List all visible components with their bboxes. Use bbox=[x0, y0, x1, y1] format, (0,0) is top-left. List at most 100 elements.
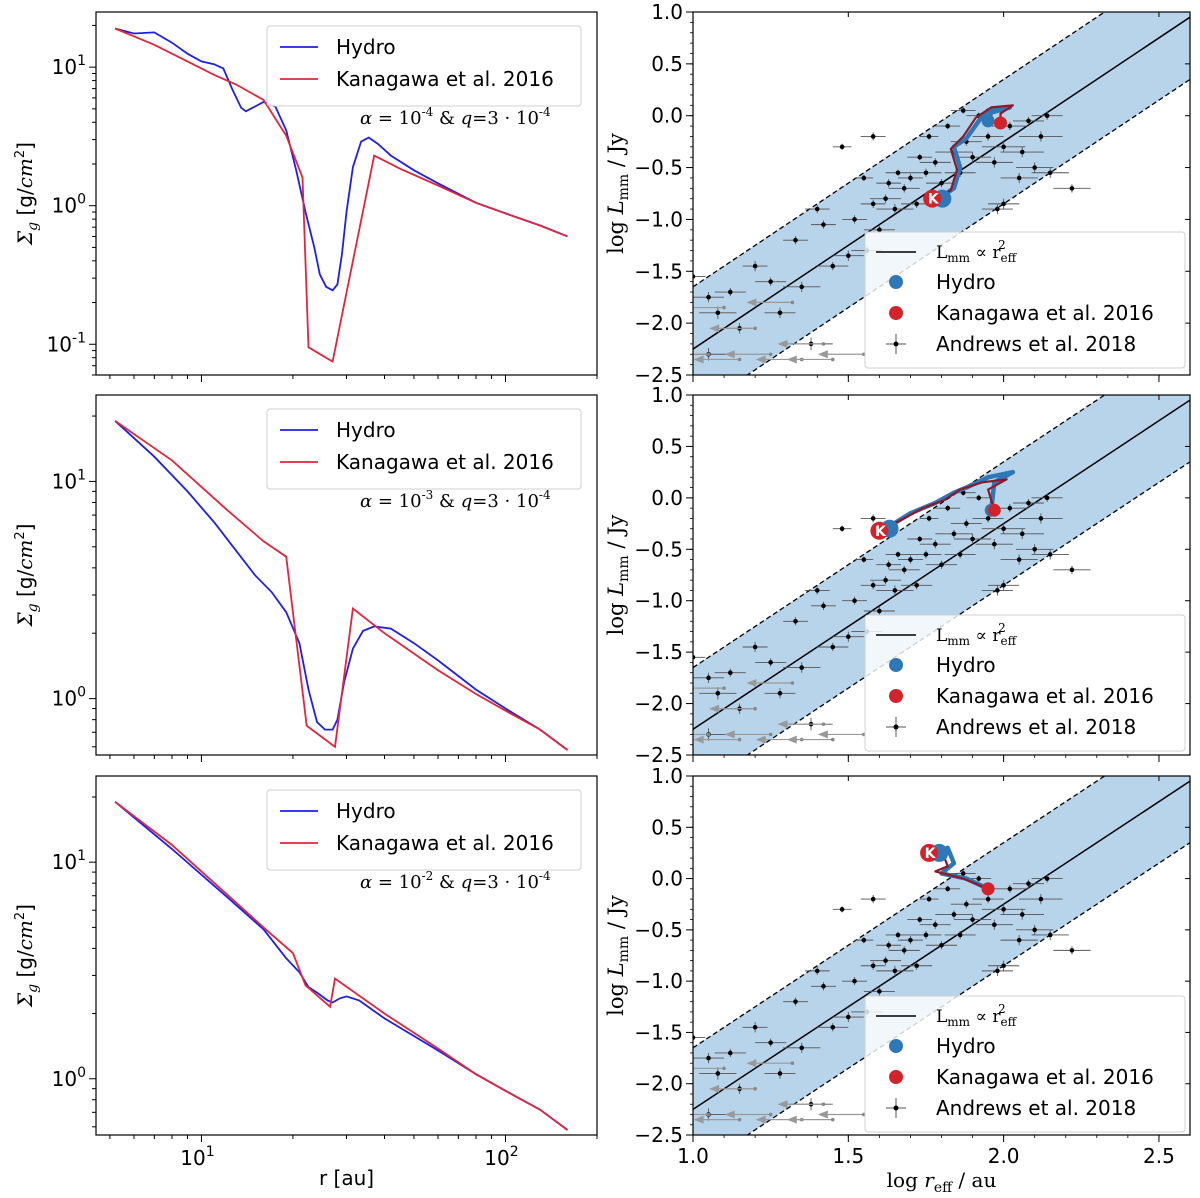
legend-relation-part: mm bbox=[947, 1015, 970, 1029]
hydro-line bbox=[114, 420, 569, 751]
y-tick-label: −2.0 bbox=[634, 692, 683, 716]
y-label-part: cm bbox=[13, 920, 37, 950]
obs-point bbox=[932, 541, 938, 547]
obs-point bbox=[895, 170, 901, 176]
y-label-part: ] bbox=[13, 524, 37, 532]
y-tick-label-exp: 0 bbox=[77, 685, 86, 701]
obs-point bbox=[985, 896, 991, 902]
obs-point bbox=[914, 963, 919, 969]
obs-point bbox=[1026, 118, 1031, 124]
x-axis-label: r [au] bbox=[319, 1166, 374, 1190]
start-marker-label: K bbox=[875, 524, 887, 540]
obs-point bbox=[715, 690, 721, 696]
y-label-part: L bbox=[604, 200, 628, 215]
upper-limit-point bbox=[706, 352, 711, 357]
annotation-part: α bbox=[360, 491, 372, 512]
obs-point bbox=[957, 552, 963, 557]
obs-point bbox=[985, 134, 991, 139]
upper-limit-arrow bbox=[693, 355, 704, 364]
y-label-part: log bbox=[604, 214, 628, 253]
upper-limit-arrow bbox=[693, 735, 704, 744]
upper-limit-arrow bbox=[777, 339, 788, 348]
obs-point bbox=[970, 154, 975, 160]
obs-point bbox=[1044, 113, 1050, 119]
obs-point bbox=[1001, 963, 1006, 969]
y-tick-label: 1.0 bbox=[651, 764, 683, 788]
obs-point bbox=[957, 932, 963, 938]
obs-point bbox=[752, 644, 758, 650]
obs-point bbox=[1019, 149, 1025, 155]
obs-point bbox=[1026, 881, 1031, 886]
y-tick-label: −1.0 bbox=[634, 589, 683, 613]
x-tick-label-exp: 2 bbox=[510, 1144, 519, 1160]
hydro-line bbox=[114, 27, 568, 292]
obs-point bbox=[992, 922, 997, 928]
y-tick-label: 100 bbox=[52, 1065, 86, 1091]
obs-point bbox=[715, 310, 721, 316]
legend-hydro-label: Hydro bbox=[336, 799, 396, 823]
y-tick-label: 101 bbox=[52, 53, 86, 79]
legend-box bbox=[864, 995, 1186, 1133]
obs-point bbox=[892, 206, 898, 212]
y-label-part: / Jy bbox=[604, 515, 628, 556]
relation-band bbox=[693, 776, 1190, 1135]
y-label-part: mm bbox=[616, 174, 632, 201]
obs-point bbox=[852, 598, 857, 604]
legend-andrews-label: Andrews et al. 2018 bbox=[936, 332, 1136, 356]
legend-relation-label: Lmm ∝ reff2 bbox=[936, 1002, 1018, 1029]
legend-hydro-swatch bbox=[889, 275, 903, 289]
legend-hydro-label: Hydro bbox=[336, 35, 396, 59]
y-tick-label: −1.0 bbox=[634, 969, 683, 993]
obs-point bbox=[1016, 175, 1022, 181]
legend-relation-part: L bbox=[936, 243, 947, 263]
legend-relation-part: 2 bbox=[998, 621, 1006, 635]
obs-point bbox=[923, 552, 929, 557]
y-tick-label-exp: 1 bbox=[77, 467, 86, 483]
obs-point bbox=[1047, 170, 1053, 176]
legend-hydro-swatch bbox=[889, 658, 903, 672]
obs-point bbox=[886, 180, 891, 186]
y-label-part: [g/ bbox=[13, 188, 37, 222]
y-tick-label: −1.5 bbox=[634, 1020, 683, 1044]
obs-point bbox=[870, 201, 876, 207]
upper-limit-arrow bbox=[777, 1100, 788, 1109]
legend-kanagawa-swatch bbox=[889, 306, 903, 320]
y-tick-label-exp: 0 bbox=[77, 1065, 86, 1081]
obs-point bbox=[877, 989, 882, 994]
obs-point bbox=[932, 160, 938, 165]
obs-point bbox=[939, 562, 944, 568]
legend: Hydro Kanagawa et al. 2016 bbox=[266, 25, 582, 107]
legend: Lmm ∝ reff2 Hydro Kanagawa et al. 2016 Andr… bbox=[864, 995, 1186, 1133]
obs-point bbox=[727, 670, 733, 676]
y-tick-label-base: 10 bbox=[47, 332, 72, 356]
obs-point bbox=[870, 134, 876, 139]
start-marker-label: K bbox=[928, 192, 940, 208]
legend-kanagawa-label: Kanagawa et al. 2016 bbox=[936, 301, 1154, 325]
upper-limit-arrow bbox=[786, 735, 797, 744]
obs-point bbox=[1044, 876, 1050, 881]
obs-point bbox=[870, 516, 876, 521]
upper-limit-point bbox=[753, 1087, 757, 1091]
upper-limit-arrow bbox=[663, 730, 673, 738]
y-tick-label: −0.5 bbox=[634, 156, 683, 180]
upper-limit-point bbox=[722, 1066, 726, 1071]
legend: Lmm ∝ reff2 Hydro Kanagawa et al. 2016 Andr… bbox=[864, 231, 1186, 369]
obs-point bbox=[960, 108, 966, 113]
x-tick-label: 1.0 bbox=[677, 1144, 709, 1168]
y-tick-label: 0.0 bbox=[651, 867, 683, 891]
y-tick-label: 0.5 bbox=[651, 434, 683, 458]
obs-point bbox=[970, 536, 975, 542]
y-label-part: log bbox=[604, 596, 628, 635]
y-label-part: cm bbox=[13, 540, 37, 570]
y-tick-label: 100 bbox=[52, 192, 86, 218]
upper-limit-point bbox=[737, 737, 742, 742]
y-label-part: L bbox=[604, 582, 628, 597]
obs-point bbox=[799, 1045, 805, 1051]
kanagawa-end-marker bbox=[987, 503, 1001, 517]
y-tick-label: 0.5 bbox=[651, 52, 683, 76]
kanagawa-start-marker bbox=[870, 521, 889, 540]
legend-kanagawa-swatch bbox=[889, 1070, 903, 1084]
legend-relation-part: L bbox=[936, 626, 947, 646]
